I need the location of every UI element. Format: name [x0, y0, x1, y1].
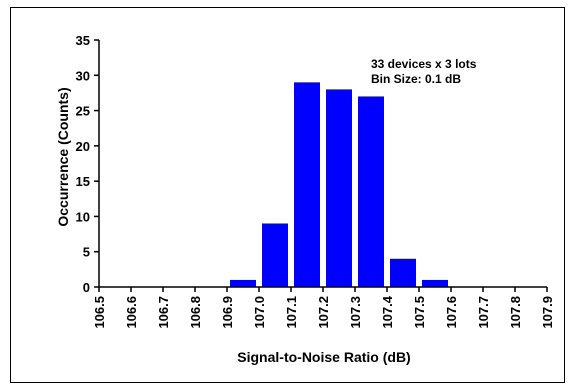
y-tick-label: 15	[76, 174, 90, 189]
x-tick-label: 107.4	[380, 295, 395, 328]
x-tick-label: 107.9	[540, 296, 555, 329]
y-tick-label: 5	[83, 245, 90, 260]
x-tick-label: 106.7	[156, 296, 171, 329]
y-tick-label: 35	[76, 33, 90, 48]
x-tick-label: 107.3	[348, 296, 363, 329]
y-tick-label: 0	[83, 280, 90, 295]
x-tick-label: 107.7	[476, 296, 491, 329]
histogram-bar	[262, 223, 288, 287]
y-tick-label: 10	[76, 209, 90, 224]
x-tick-label: 107.2	[316, 296, 331, 329]
x-tick-label: 107.6	[444, 296, 459, 329]
histogram-bar	[422, 279, 448, 287]
annotation-bin-size: Bin Size: 0.1 dB	[371, 72, 461, 86]
x-axis-label: Signal-to-Noise Ratio (dB)	[237, 349, 410, 365]
y-tick-label: 20	[76, 139, 90, 154]
histogram-bar	[358, 96, 384, 287]
chart-frame	[10, 7, 565, 383]
histogram-bar	[326, 89, 352, 288]
x-tick-label: 106.5	[92, 296, 107, 329]
histogram-bar	[390, 258, 416, 287]
histogram-bar	[230, 279, 256, 287]
x-tick-label: 107.5	[412, 296, 427, 329]
histogram-bar	[294, 82, 320, 287]
x-tick-label: 106.8	[188, 296, 203, 329]
x-tick-label: 106.9	[220, 296, 235, 329]
x-tick-label: 107.0	[252, 296, 267, 329]
x-tick-label: 106.6	[124, 296, 139, 329]
x-tick-label: 107.8	[508, 296, 523, 329]
x-tick-label: 107.1	[284, 296, 299, 329]
annotation-devices: 33 devices x 3 lots	[371, 57, 477, 71]
y-tick-label: 30	[76, 68, 90, 83]
y-axis-label: Occurrence (Counts)	[55, 87, 71, 226]
y-tick-label: 25	[76, 104, 90, 119]
